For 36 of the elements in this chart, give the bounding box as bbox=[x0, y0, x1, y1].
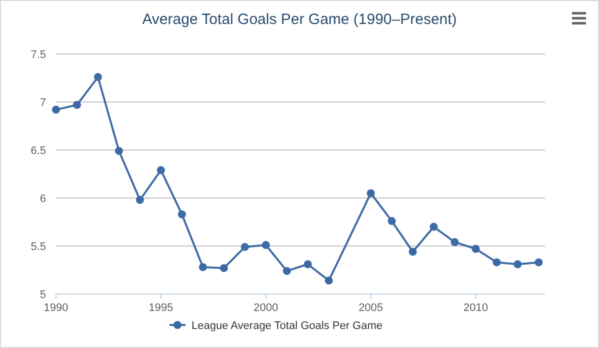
point bbox=[262, 241, 270, 250]
point bbox=[198, 263, 207, 272]
point bbox=[408, 248, 417, 256]
legend-label: League Average Total Goals Per Game bbox=[192, 320, 382, 332]
point bbox=[324, 276, 333, 285]
y-tick-label: 5.5 bbox=[30, 241, 46, 253]
point bbox=[220, 264, 228, 272]
x-tick-label: 2010 bbox=[464, 302, 488, 314]
chart-title: Average Total Goals Per Game (1990–Present) bbox=[142, 11, 457, 28]
y-tick-label: 6 bbox=[40, 193, 46, 205]
x-tick-label: 1995 bbox=[148, 302, 174, 314]
point bbox=[388, 217, 396, 226]
point bbox=[430, 222, 438, 231]
y-tick-label: 6.5 bbox=[30, 145, 46, 157]
point bbox=[178, 210, 186, 218]
point bbox=[472, 244, 480, 253]
x-tick-label: 1990 bbox=[44, 302, 68, 314]
point bbox=[534, 258, 543, 266]
x-tick-label: 2000 bbox=[254, 302, 278, 314]
y-tick-label: 5 bbox=[40, 289, 46, 301]
point bbox=[94, 73, 102, 82]
point bbox=[156, 166, 165, 174]
point bbox=[366, 189, 375, 198]
point bbox=[114, 146, 123, 155]
y-tick-label: 7.5 bbox=[30, 49, 46, 61]
point bbox=[492, 258, 501, 266]
point bbox=[304, 260, 312, 268]
point bbox=[240, 242, 249, 251]
x-tick-label: 2005 bbox=[358, 302, 384, 314]
y-tick-label: 7 bbox=[40, 97, 46, 109]
point bbox=[72, 100, 81, 109]
point bbox=[450, 238, 459, 246]
point bbox=[514, 260, 522, 268]
point bbox=[136, 196, 144, 204]
point bbox=[282, 266, 291, 275]
point bbox=[52, 106, 60, 114]
